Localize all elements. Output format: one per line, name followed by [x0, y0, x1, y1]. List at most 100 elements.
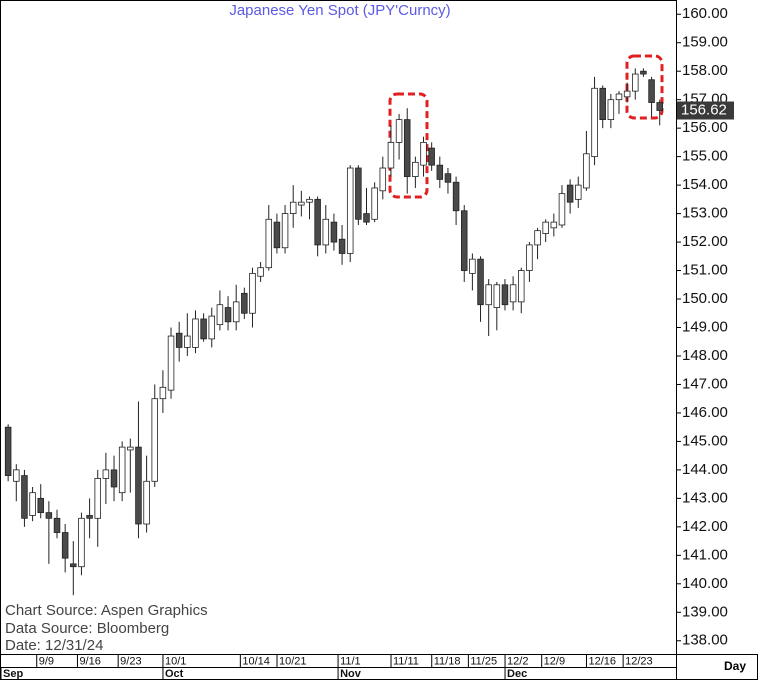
candle-body [216, 304, 224, 326]
candle-body [346, 167, 354, 254]
y-tick-label: 139.00 [682, 603, 728, 620]
month-label: Dec [507, 668, 527, 680]
x-tick-label: 12/16 [588, 655, 616, 667]
y-tick-label: 153.00 [682, 205, 728, 222]
candle-body [175, 332, 183, 348]
candle-body [273, 221, 281, 249]
candle-body [444, 173, 452, 183]
x-tick-label: 11/1 [340, 655, 361, 667]
y-tick-label: 159.00 [682, 34, 728, 51]
last-price: 156.62 [681, 101, 727, 118]
candle-body [13, 469, 20, 482]
candle-body [306, 198, 313, 203]
chart-title: Japanese Yen Spot (JPY'Curncy) [229, 2, 450, 19]
annotation: Date: 12/31/24 [5, 637, 103, 654]
candle-body [599, 87, 606, 121]
y-tick-label: 146.00 [682, 404, 728, 421]
candle-body [591, 87, 598, 158]
candle-body [110, 469, 118, 488]
candle-body [21, 475, 28, 519]
candle-body [501, 284, 509, 306]
candle-body [534, 230, 541, 246]
candle-body [208, 315, 216, 340]
x-tick-label: 10/21 [279, 655, 307, 667]
y-tick-label: 160.00 [682, 5, 728, 22]
candle-body [241, 292, 248, 314]
x-tick-label: 12/2 [507, 655, 528, 667]
candle-body [583, 153, 590, 189]
x-tick-label: 11/11 [393, 655, 419, 667]
candle-body [550, 221, 558, 229]
candle-body [387, 141, 395, 169]
candle-body [143, 480, 150, 525]
y-tick-label: 148.00 [682, 347, 728, 364]
candle-body [640, 70, 647, 75]
candle-body [118, 446, 126, 494]
x-tick-label: 10/14 [242, 655, 270, 667]
y-tick-label: 144.00 [682, 461, 728, 478]
candle-body [200, 318, 207, 340]
candle-body [224, 307, 232, 323]
annotation: Data Source: Bloomberg [5, 620, 169, 637]
candle-body [575, 184, 582, 200]
candle-body [184, 335, 191, 348]
candle-body [485, 284, 492, 306]
y-tick-label: 141.00 [682, 546, 728, 563]
x-tick-label: 11/25 [470, 655, 497, 667]
candle-body [330, 221, 338, 243]
x-tick-label: 9/23 [120, 655, 141, 667]
y-tick-label: 156.00 [682, 119, 728, 136]
candle-body [493, 284, 501, 308]
candle-body [192, 318, 199, 348]
candle-body [420, 141, 427, 166]
candle-body [249, 272, 256, 314]
candle-body [371, 187, 378, 220]
candle-body [363, 213, 370, 223]
candle-body [338, 238, 346, 254]
candle-body [412, 161, 419, 177]
candle-body [542, 221, 549, 234]
candle-body [37, 497, 44, 514]
y-tick-label: 147.00 [682, 375, 728, 392]
candle-body [436, 164, 444, 180]
candle-body [566, 184, 574, 203]
candle-body [127, 446, 134, 451]
candle-body [45, 512, 53, 519]
candle-body [428, 147, 435, 166]
plot-frame [0, 0, 677, 655]
y-tick-label: 142.00 [682, 518, 728, 535]
candle-body [70, 563, 77, 568]
candle-body [314, 198, 321, 246]
candle-body [159, 386, 167, 400]
y-tick-label: 140.00 [682, 575, 728, 592]
y-tick-label: 151.00 [682, 262, 728, 279]
month-label: Sep [3, 668, 23, 680]
candle-body [151, 398, 158, 482]
candle-body [632, 73, 639, 92]
candle-body [232, 301, 240, 323]
y-tick-label: 149.00 [682, 318, 728, 335]
candle-body [615, 93, 623, 101]
candle-body [289, 201, 297, 214]
y-tick-label: 154.00 [682, 176, 728, 193]
x-tick-label: 12/9 [544, 655, 565, 667]
candle-body [298, 201, 305, 206]
candle-body [477, 258, 484, 306]
x-axis-label: Day [724, 659, 746, 673]
y-tick-label: 150.00 [682, 290, 728, 307]
candle-body [78, 517, 85, 568]
candle-body [395, 119, 403, 143]
last-price-box [677, 101, 734, 120]
annotation: Chart Source: Aspen Graphics [5, 602, 208, 619]
candle-body [4, 426, 12, 476]
candle-body [526, 244, 533, 271]
candle-body [607, 99, 615, 121]
candle-body [469, 258, 476, 274]
candle-body [257, 267, 264, 277]
candle-body [102, 469, 110, 479]
candle-body [86, 515, 93, 519]
candle-body [265, 218, 273, 269]
candle-body [558, 193, 566, 226]
y-tick-label: 155.00 [682, 148, 728, 165]
